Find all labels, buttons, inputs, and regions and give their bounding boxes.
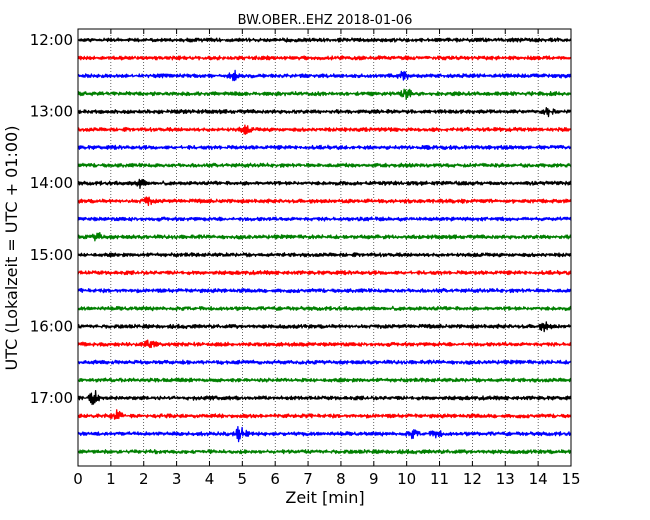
trace-line — [77, 359, 572, 365]
trace-line — [77, 231, 572, 242]
x-tick-label: 3 — [172, 470, 182, 488]
y-axis-label: UTC (Lokalzeit = UTC + 01:00) — [2, 126, 21, 371]
x-tick-label: 15 — [561, 470, 580, 488]
x-tick-label: 0 — [73, 470, 83, 488]
trace-line — [77, 339, 572, 349]
trace-line — [77, 69, 572, 82]
trace-line — [77, 196, 572, 207]
x-tick-label: 5 — [238, 470, 248, 488]
trace-line — [77, 162, 572, 168]
x-tick-label: 10 — [397, 470, 416, 488]
trace-line — [77, 124, 572, 135]
trace-line — [77, 144, 572, 151]
y-tick-label: 16:00 — [30, 317, 73, 335]
x-tick-label: 7 — [303, 470, 313, 488]
trace-line — [77, 321, 572, 333]
x-tick-label: 11 — [430, 470, 449, 488]
x-tick-label: 13 — [496, 470, 515, 488]
trace-line — [77, 107, 572, 118]
trace-line — [77, 88, 572, 101]
y-tick-label: 12:00 — [30, 31, 73, 49]
trace-line — [77, 287, 572, 294]
y-tick-label: 17:00 — [30, 389, 73, 407]
trace-line — [77, 377, 572, 383]
x-tick-label: 1 — [106, 470, 116, 488]
y-axis-ticks: 12:00 13:00 14:00 15:00 16:00 17:00 — [30, 31, 571, 407]
grid-lines — [110, 29, 539, 466]
y-tick-label: 14:00 — [30, 174, 73, 192]
trace-line — [77, 389, 572, 406]
trace-line — [77, 178, 572, 189]
plot-frame — [77, 28, 572, 467]
trace-line — [77, 449, 572, 455]
x-tick-label: 6 — [270, 470, 280, 488]
x-axis-label: Zeit [min] — [285, 488, 364, 507]
seismogram-traces — [77, 37, 572, 455]
x-tick-label: 9 — [369, 470, 379, 488]
trace-line — [77, 409, 572, 420]
trace-line — [77, 252, 572, 258]
trace-line — [77, 305, 572, 312]
trace-line — [77, 37, 572, 43]
x-tick-label: 8 — [336, 470, 346, 488]
trace-line — [77, 269, 572, 276]
x-axis-ticks: 0 1 2 3 4 5 6 7 8 9 10 11 12 13 14 15 — [73, 29, 581, 488]
x-tick-label: 14 — [529, 470, 548, 488]
y-tick-label: 13:00 — [30, 103, 73, 121]
chart-title: BW.OBER..EHZ 2018-01-06 — [238, 13, 413, 28]
y-tick-label: 15:00 — [30, 246, 73, 264]
trace-line — [77, 216, 572, 222]
x-tick-label: 2 — [139, 470, 149, 488]
trace-line — [77, 55, 572, 61]
trace-line — [77, 425, 572, 443]
x-tick-label: 12 — [463, 470, 482, 488]
x-tick-label: 4 — [205, 470, 215, 488]
